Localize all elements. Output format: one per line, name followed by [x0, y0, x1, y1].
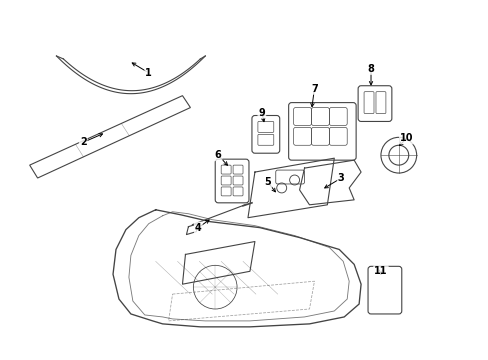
Text: 4: 4 [195, 222, 202, 233]
Text: 10: 10 [399, 133, 413, 143]
Text: 7: 7 [310, 84, 317, 94]
Text: 6: 6 [214, 150, 221, 160]
Text: 8: 8 [367, 64, 374, 74]
Text: 2: 2 [80, 137, 86, 147]
Text: 5: 5 [264, 177, 271, 187]
Text: 3: 3 [337, 173, 344, 183]
Text: 9: 9 [258, 108, 264, 117]
Text: 1: 1 [145, 68, 152, 78]
Text: 11: 11 [373, 266, 387, 276]
